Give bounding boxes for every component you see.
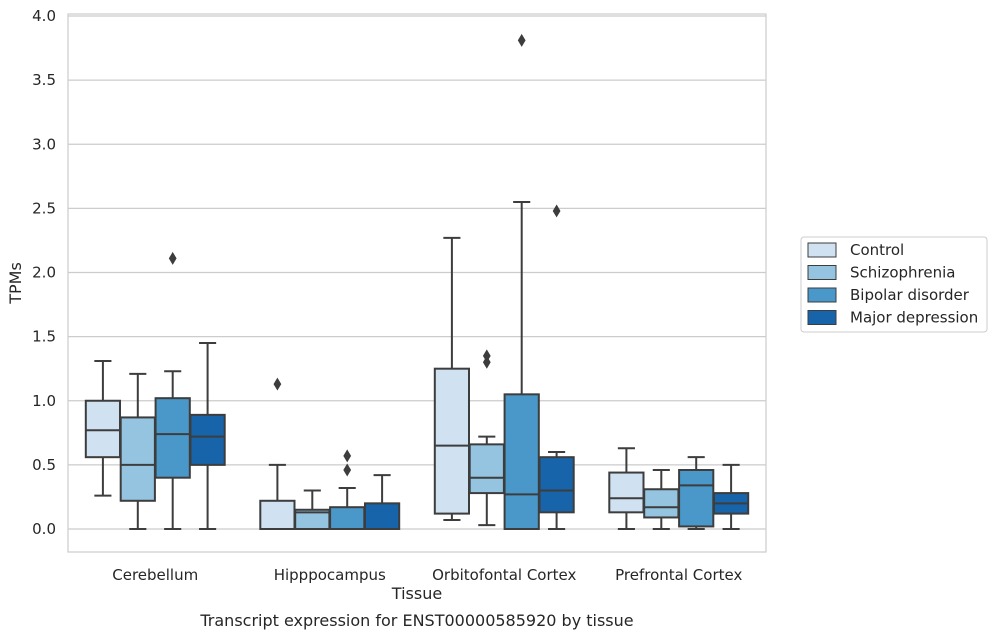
x-tick-labels: Cerebellum Hipppocampus Orbitofontal Corte… [112,566,742,584]
y-axis-label: TPMs [6,262,25,305]
legend-label: Control [850,241,904,259]
box-schizophrenia [294,489,331,531]
outlier-point [343,463,352,477]
outlier-point [517,33,526,47]
box-schizophrenia [468,349,505,527]
box-major-depression [538,204,575,530]
outlier-point [273,377,282,391]
legend-swatch [807,242,837,258]
outlier-point [168,251,177,265]
y-tick-label: 1.0 [32,392,56,410]
x-tick-label: Prefrontal Cortex [615,566,742,584]
plot-frame [67,13,767,553]
box-body [154,397,191,479]
y-tick-label: 2.0 [32,264,56,282]
box-control [259,377,296,531]
box-body [643,488,680,519]
x-tick-label: Cerebellum [112,566,198,584]
y-tick-label: 0.0 [32,520,56,538]
chart-caption: Transcript expression for ENST0000058592… [199,611,633,630]
box-body [259,499,296,531]
x-tick-label: Orbitofontal Cortex [432,566,576,584]
box-body [119,416,156,502]
outlier-point [552,204,561,218]
legend-swatch [807,310,837,325]
box-schizophrenia [119,372,156,530]
box-body [678,469,715,528]
legend-swatch [807,265,837,280]
box-body [189,413,226,466]
box-bipolar-disorder [329,449,366,531]
legend-label: Bipolar disorder [850,286,970,304]
box-control [84,359,122,497]
outlier-point [482,349,491,363]
legend-swatch [807,287,837,303]
box-bipolar-disorder [503,33,540,530]
y-tick-label: 3.0 [32,135,56,153]
box-body [538,456,575,514]
box-body [468,443,505,495]
box-body [84,399,122,459]
legend-label: Schizophrenia [850,264,955,282]
y-tick-label: 3.5 [32,71,56,89]
x-axis-label: Tissue [391,584,442,603]
box-body [608,471,645,514]
box-bipolar-disorder [678,456,715,530]
legend-frame [800,236,988,333]
box-major-depression [712,463,750,530]
box-body [329,506,366,531]
y-tick-labels: 0.0 0.5 1.0 1.5 2.0 2.5 3.0 3.5 4.0 [32,7,56,538]
box-series [84,33,750,531]
box-major-depression [363,474,401,531]
box-body [433,367,471,515]
box-schizophrenia [643,469,680,530]
x-tick-label: Hipppocampus [274,566,386,584]
box-control [608,447,645,530]
y-tick-label: 0.5 [32,456,56,474]
outlier-point [343,449,352,463]
legend: Control Schizophrenia Bipolar disorder Majo… [800,236,988,333]
y-tick-label: 4.0 [32,7,56,25]
box-bipolar-disorder [154,251,191,530]
box-control [433,236,471,522]
y-tick-label: 1.5 [32,328,56,346]
box-body [503,393,540,530]
box-body [363,502,401,531]
box-major-depression [189,342,226,530]
legend-label: Major depression [850,309,978,327]
y-tick-label: 2.5 [32,199,56,217]
